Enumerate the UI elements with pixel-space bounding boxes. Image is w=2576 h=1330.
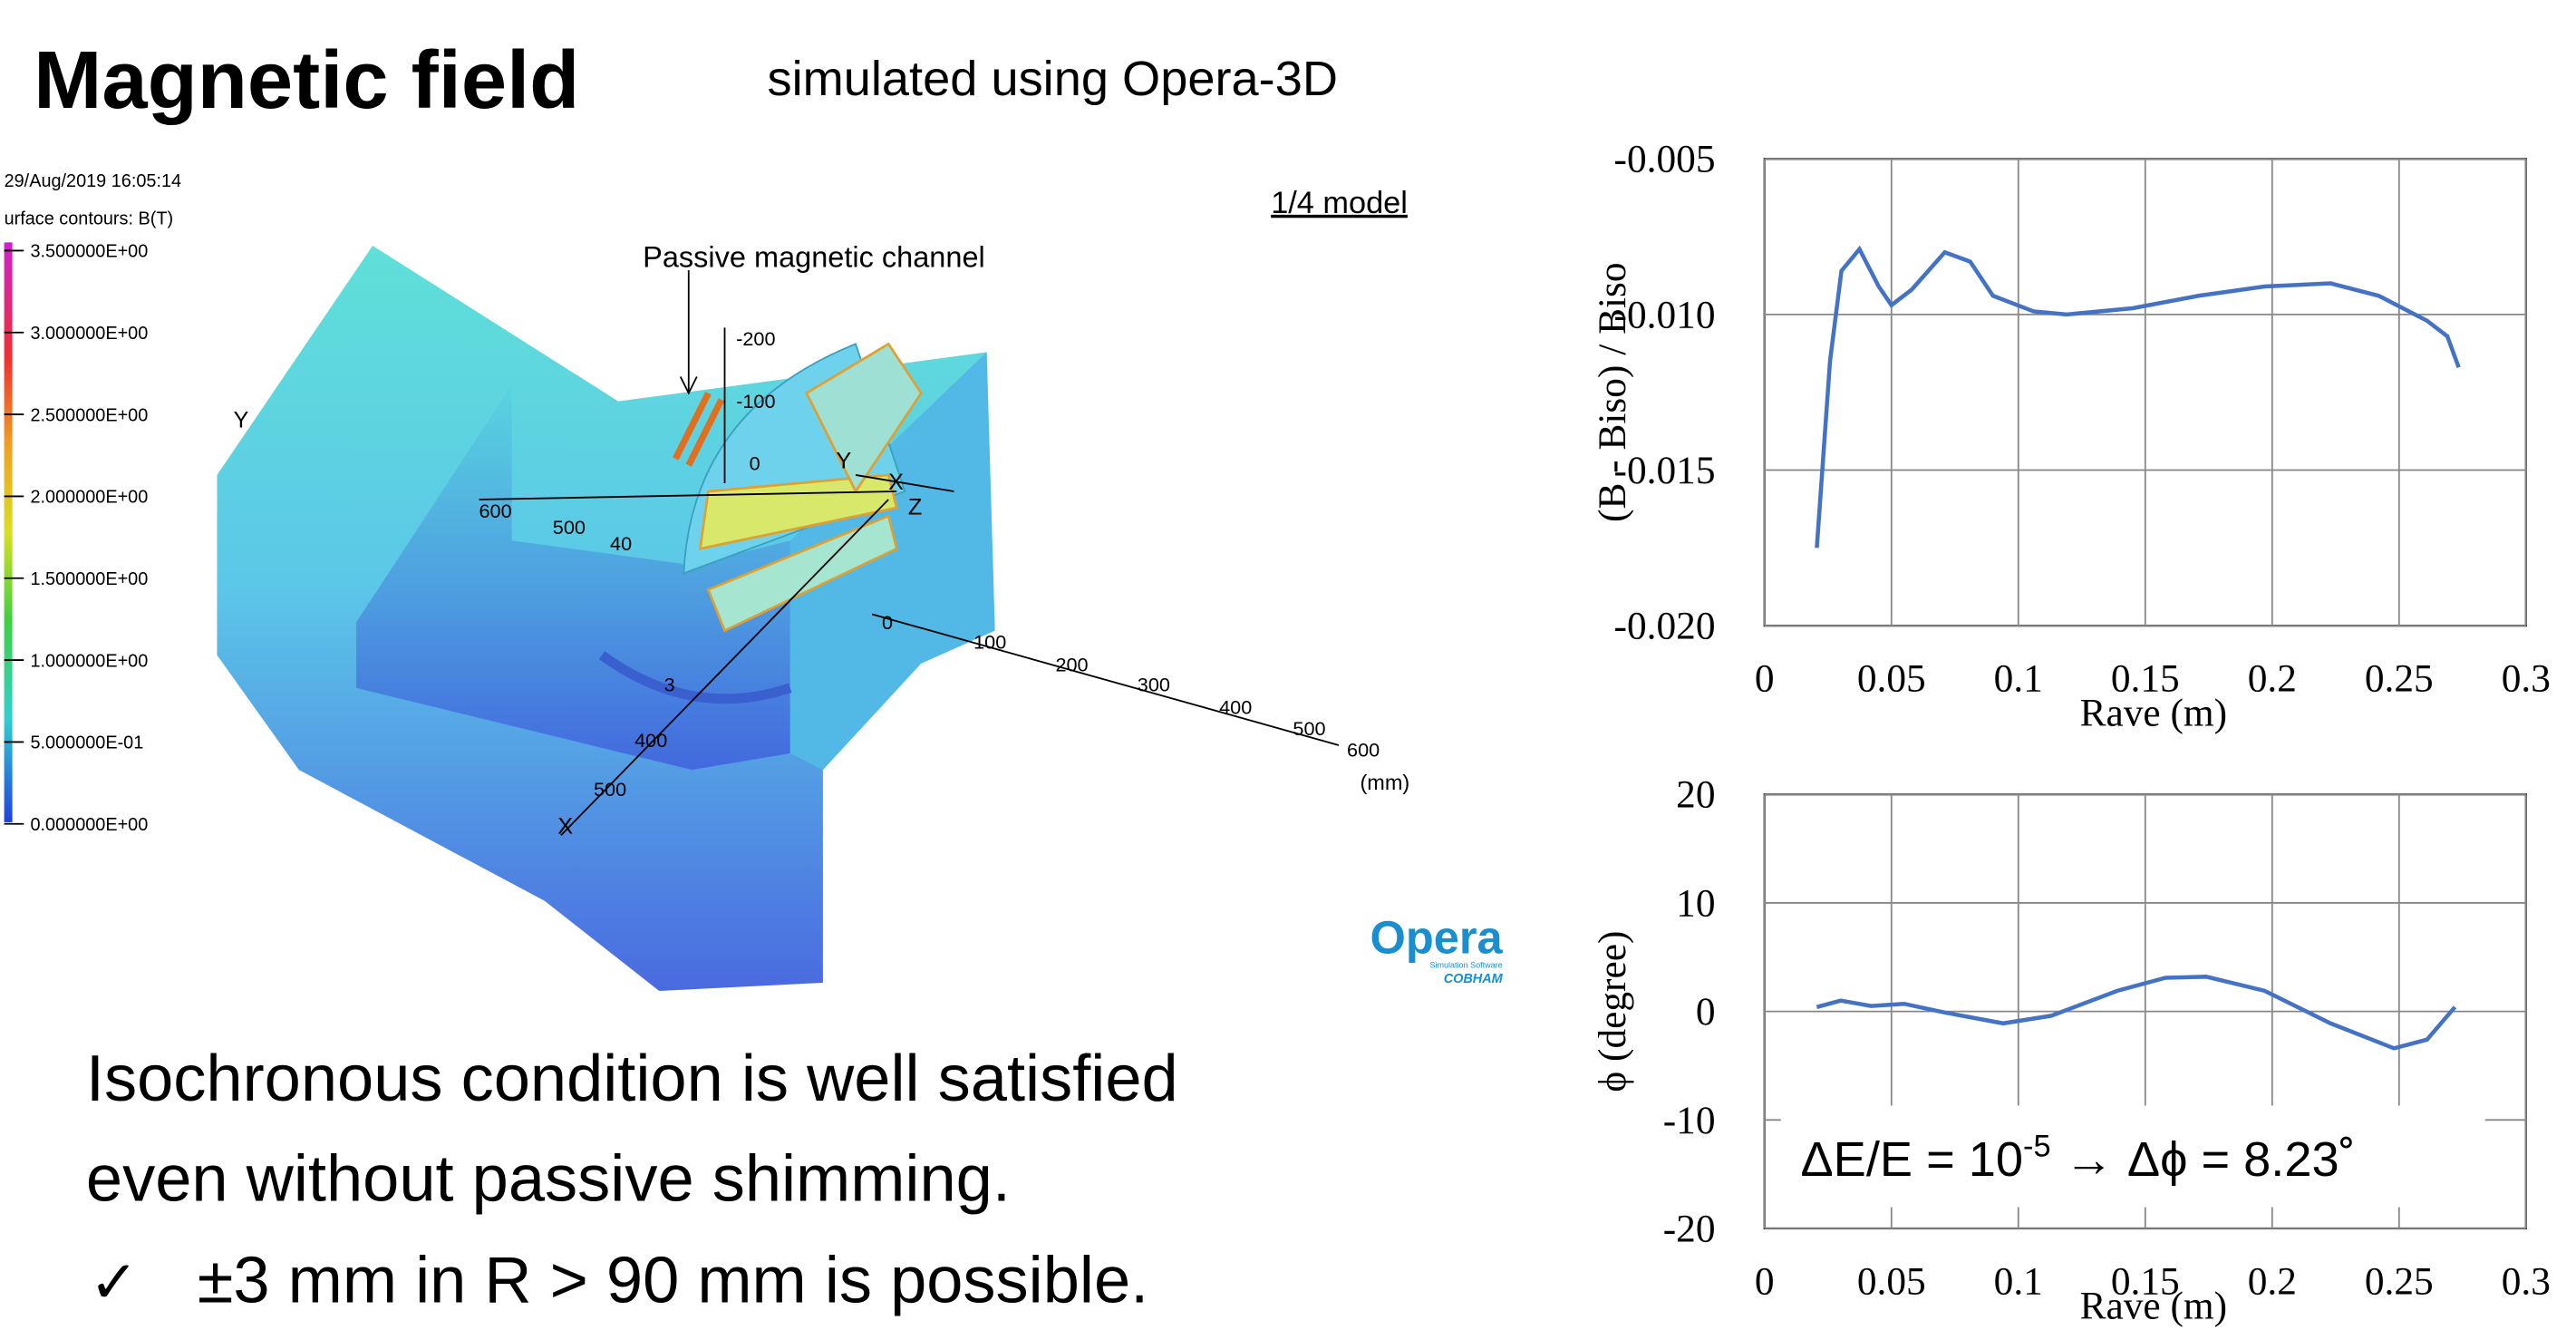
subtitle: simulated using Opera-3D [767, 52, 1337, 106]
x-tick-label: 0 [1755, 656, 1775, 700]
x-tick-label: 0.25 [2365, 656, 2434, 700]
page: { "title": "Magnetic field", "subtitle":… [0, 0, 2576, 1330]
x-axis-label: Rave (m) [2080, 691, 2227, 734]
y-axis-label: (B - Biso) / Biso [1591, 262, 1634, 522]
render-axis-label: 400 [634, 729, 667, 752]
y-tick-label: 0 [1696, 990, 1716, 1034]
render-axis-label: 600 [479, 500, 512, 522]
render-axis-label: 600 [1347, 739, 1380, 762]
x-tick-label: 0.2 [2248, 656, 2297, 700]
callout: Passive magnetic channel [643, 240, 985, 273]
legend-label: 0.000000E+00 [30, 815, 148, 835]
legend-label: 1.000000E+00 [30, 651, 148, 671]
render-axis-label: Y [836, 449, 851, 474]
x-tick-label: 0.1 [1994, 1259, 2043, 1303]
render-axis-label: 0 [750, 452, 760, 475]
render-axis-label: 40 [610, 532, 632, 555]
legend-label: 1.500000E+00 [30, 569, 148, 589]
body-line: even without passive shimming. [86, 1142, 1011, 1215]
render-axis-label: Y [234, 408, 249, 433]
render-axis-label: 300 [1138, 673, 1170, 695]
timestamp: 29/Aug/2019 16:05:14 [5, 171, 181, 191]
legend-title: urface contours: B(T) [5, 209, 174, 229]
x-tick-label: 0.3 [2502, 1259, 2551, 1303]
render-axis-label: X [888, 470, 904, 495]
render-axis-label: 100 [973, 630, 1006, 653]
y-tick-label: -10 [1663, 1099, 1716, 1142]
legend-label: 2.500000E+00 [30, 405, 148, 425]
color-scale [5, 242, 13, 822]
render-axis-label: 200 [1055, 654, 1088, 676]
render-axis-label: -200 [736, 327, 775, 350]
body-text: Isochronous condition is well satisfied … [86, 1043, 1178, 1316]
y-tick-label: 10 [1676, 881, 1715, 925]
y-tick-label: -0.020 [1614, 605, 1716, 648]
logo-name: Opera [1370, 911, 1503, 963]
y-tick-label: -20 [1663, 1207, 1716, 1250]
legend-label: 3.500000E+00 [30, 242, 148, 262]
x-axis-label: Rave (m) [2080, 1284, 2227, 1327]
render-axis-label: 500 [1293, 717, 1325, 740]
legend-label: 2.000000E+00 [30, 488, 148, 508]
render-axis-label: X [557, 814, 573, 840]
bullet-text: ±3 mm in R > 90 mm is possible. [198, 1244, 1148, 1316]
render-axis-label: 500 [553, 516, 586, 539]
y-axis-label: ϕ (degree) [1591, 931, 1634, 1092]
annotation: ΔE/E = 10-5 → Δϕ = 8.23˚ [1800, 1129, 2355, 1187]
render-axis-label: -100 [736, 390, 775, 413]
bullet-mark: ✓ [90, 1248, 139, 1315]
annotation-text: → Δϕ = 8.23˚ [2051, 1132, 2356, 1187]
x-tick-label: 0.05 [1857, 656, 1926, 700]
x-tick-label: 0.3 [2502, 656, 2551, 700]
x-tick-label: 0.2 [2248, 1259, 2297, 1303]
x-tick-label: 0.1 [1994, 656, 2043, 700]
slide: Magnetic field simulated using Opera-3D … [0, 0, 2576, 1330]
model-note: 1/4 model [1271, 186, 1408, 220]
body-line: Isochronous condition is well satisfied [86, 1043, 1178, 1115]
x-tick-label: 0 [1755, 1259, 1775, 1303]
logo-company: COBHAM [1444, 972, 1504, 986]
legend-label: 3.000000E+00 [30, 324, 148, 344]
render-axis-label: 400 [1219, 696, 1252, 719]
x-tick-label: 0.25 [2365, 1259, 2434, 1303]
annotation-sup: -5 [2023, 1129, 2051, 1163]
render-axis-label: 0 [882, 611, 893, 634]
y-tick-label: -0.005 [1614, 138, 1716, 181]
render-axis-label: 500 [594, 778, 626, 801]
x-tick-label: 0.05 [1857, 1259, 1926, 1303]
render-axis-label: 3 [664, 673, 675, 695]
y-tick-label: 20 [1676, 773, 1715, 817]
render-axis-label: Z [908, 494, 922, 519]
title: Magnetic field [34, 34, 579, 126]
legend-label: 5.000000E-01 [30, 733, 143, 753]
unit: (mm) [1360, 771, 1409, 794]
annotation-text: ΔE/E = 10 [1800, 1132, 2023, 1187]
logo-tagline: Simulation Software [1429, 961, 1502, 970]
simulation-render: 29/Aug/2019 16:05:14 urface contours: B(… [5, 157, 1511, 999]
